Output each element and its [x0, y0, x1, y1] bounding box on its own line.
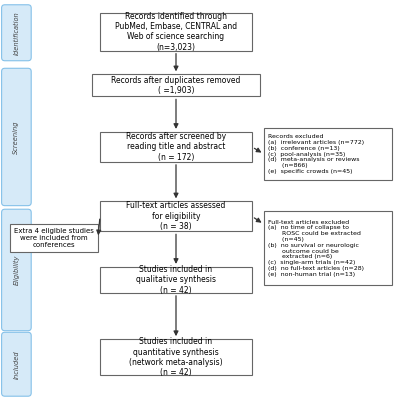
FancyBboxPatch shape	[100, 267, 252, 293]
FancyBboxPatch shape	[100, 339, 252, 375]
Text: Extra 4 eligible studies
were included from
conferences: Extra 4 eligible studies were included f…	[14, 228, 94, 248]
Text: Screening: Screening	[14, 120, 20, 154]
Text: Studies included in
quantitative synthesis
(network meta-analysis)
(n = 42): Studies included in quantitative synthes…	[129, 337, 223, 378]
Text: Full-text articles excluded
(a)  no time of collapse to
       ROSC could be ext: Full-text articles excluded (a) no time …	[268, 220, 364, 277]
FancyBboxPatch shape	[92, 74, 260, 96]
Text: Full-text articles assessed
for eligibility
(n = 38): Full-text articles assessed for eligibil…	[126, 201, 226, 231]
FancyBboxPatch shape	[264, 211, 392, 285]
FancyBboxPatch shape	[2, 209, 31, 331]
FancyBboxPatch shape	[100, 132, 252, 162]
FancyBboxPatch shape	[100, 13, 252, 51]
FancyBboxPatch shape	[10, 224, 98, 252]
Text: Records after duplicates removed
( =1,903): Records after duplicates removed ( =1,90…	[111, 76, 241, 95]
Text: Records identified through
PubMed, Embase, CENTRAL and
Web of science searching
: Records identified through PubMed, Embas…	[115, 12, 237, 52]
Text: Records excluded
(a)  irrelevant articles (n=772)
(b)  conference (n=13)
(c)  po: Records excluded (a) irrelevant articles…	[268, 134, 364, 174]
Text: Included: Included	[14, 350, 20, 379]
FancyBboxPatch shape	[100, 202, 252, 231]
Text: Identification: Identification	[14, 11, 20, 55]
Text: Eligibility: Eligibility	[13, 255, 20, 285]
FancyBboxPatch shape	[2, 332, 31, 396]
FancyBboxPatch shape	[2, 5, 31, 61]
FancyBboxPatch shape	[264, 128, 392, 180]
Text: Records after screened by
reading title and abstract
(n = 172): Records after screened by reading title …	[126, 132, 226, 162]
FancyBboxPatch shape	[2, 68, 31, 206]
Text: Studies included in
qualitative synthesis
(n = 42): Studies included in qualitative synthesi…	[136, 265, 216, 295]
